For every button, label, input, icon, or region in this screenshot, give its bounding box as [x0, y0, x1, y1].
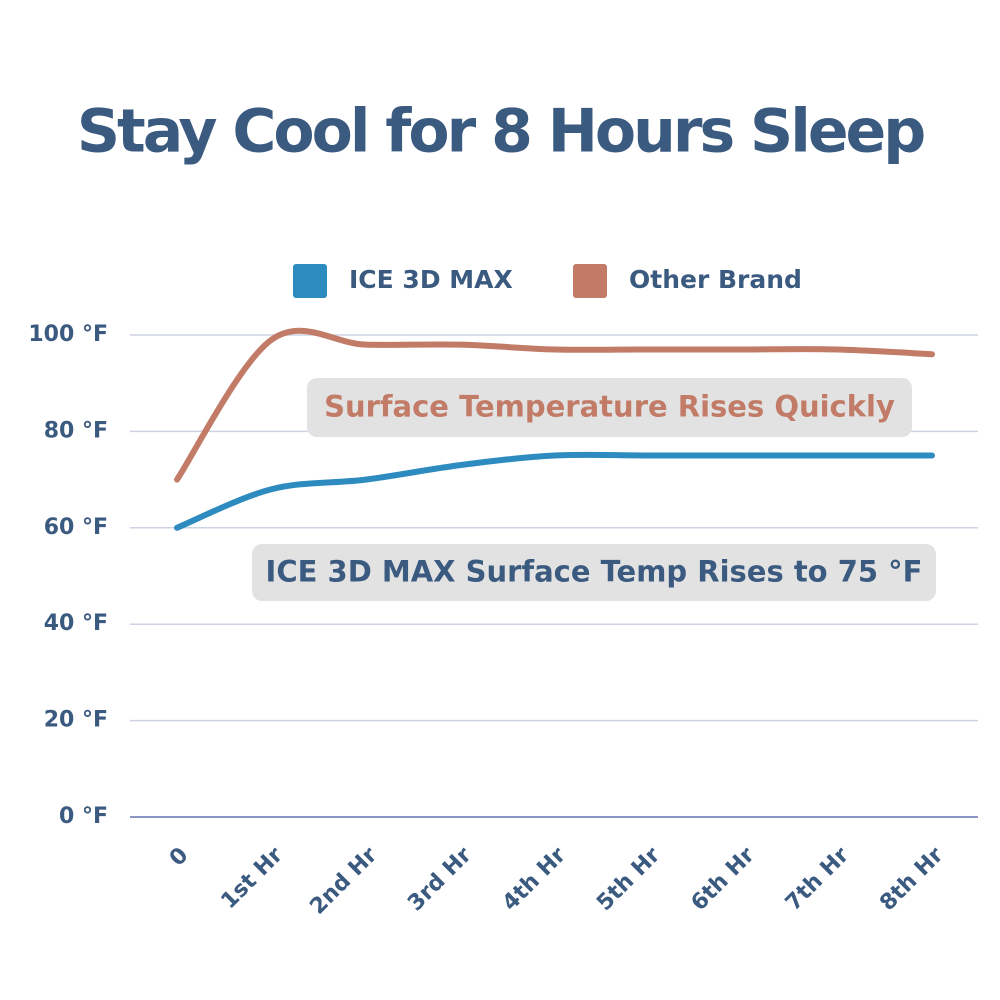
y-tick-label: 100 °F	[28, 322, 108, 347]
legend-label: Other Brand	[629, 265, 802, 294]
line-series	[174, 327, 935, 483]
y-tick-label: 40 °F	[44, 611, 108, 636]
y-tick-label: 0 °F	[59, 804, 108, 829]
legend-swatch	[573, 264, 607, 298]
annotation-text: ICE 3D MAX Surface Temp Rises to 75 °F	[266, 555, 923, 589]
line-series	[174, 451, 935, 531]
legend-swatch	[293, 264, 327, 298]
chart-title: Stay Cool for 8 Hours Sleep	[77, 97, 924, 167]
annotation-box	[252, 544, 936, 601]
annotation-text: Surface Temperature Rises Quickly	[324, 390, 895, 424]
annotation-box	[307, 378, 912, 437]
legend-label: ICE 3D MAX	[349, 265, 513, 294]
y-tick-label: 60 °F	[44, 515, 108, 540]
y-tick-label: 20 °F	[44, 708, 108, 733]
y-tick-label: 80 °F	[44, 418, 108, 443]
